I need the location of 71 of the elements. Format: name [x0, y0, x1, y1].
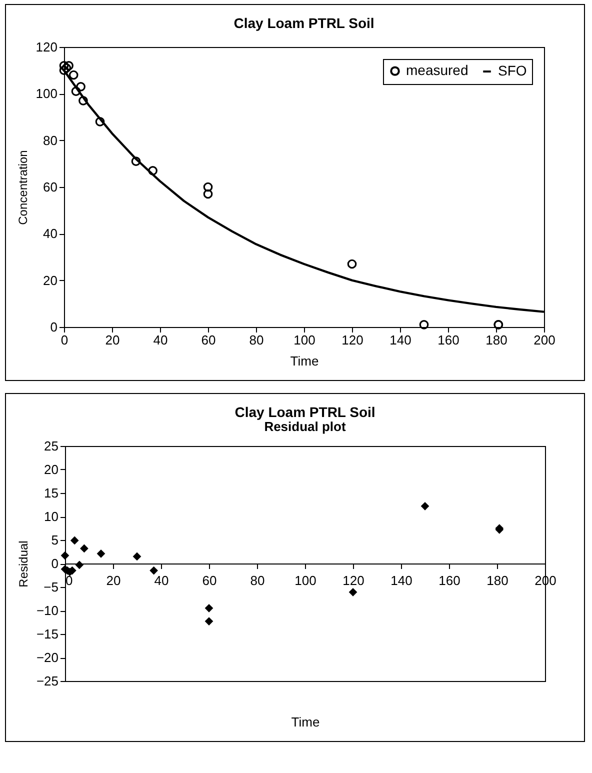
point: [132, 552, 142, 561]
y-tick-label: 100: [36, 86, 58, 102]
point: [68, 70, 78, 80]
y-tick-label: −25: [36, 674, 58, 688]
chart-subtitle: Residual plot: [264, 419, 346, 434]
x-tick-label: 80: [250, 573, 265, 588]
legend-label: SFO: [498, 62, 527, 78]
y-tick-label: 120: [36, 40, 58, 54]
y-tick-label: −5: [44, 580, 58, 594]
y-tick-label: 20: [44, 462, 58, 477]
x-tick-label: 140: [390, 573, 412, 588]
x-axis-title: Time: [290, 354, 319, 368]
legend-label: measured: [406, 62, 468, 78]
x-tick-label: 0: [60, 332, 68, 348]
y-tick-label: 20: [43, 272, 58, 288]
x-tick-label: 60: [202, 573, 217, 588]
x-tick-label: 140: [390, 332, 412, 348]
y-tick-label: 0: [50, 320, 58, 334]
point: [419, 320, 429, 330]
point: [59, 61, 69, 70]
x-tick-label: 0: [66, 573, 73, 588]
x-tick-label: 40: [153, 332, 168, 348]
point: [347, 259, 357, 269]
point: [204, 617, 214, 626]
y-tick-label: 0: [51, 556, 58, 571]
point: [348, 588, 358, 596]
point: [150, 566, 158, 575]
x-tick-label: 120: [342, 573, 364, 588]
x-tick-label: 160: [438, 573, 460, 588]
point: [420, 502, 430, 510]
x-tick-label: 40: [154, 573, 169, 588]
point: [64, 61, 74, 70]
point: [80, 544, 88, 553]
x-tick-label: 20: [105, 332, 120, 348]
x-tick-label: 160: [438, 332, 460, 348]
x-axis-title: Time: [291, 714, 320, 730]
y-tick-label: 10: [44, 509, 58, 524]
point: [203, 189, 213, 199]
x-tick-label: 100: [294, 332, 316, 348]
y-tick-label: −15: [36, 626, 58, 642]
x-tick-label: 80: [249, 332, 264, 348]
point: [70, 536, 79, 545]
x-tick-label: 120: [342, 332, 364, 348]
y-tick-label: −10: [36, 603, 58, 618]
point: [76, 82, 86, 92]
chart-title: Clay Loam PTRL Soil: [234, 404, 376, 420]
y-axis-title: Concentration: [16, 150, 30, 225]
point: [78, 96, 88, 106]
y-tick-label: −20: [36, 650, 58, 665]
x-tick-label: 100: [294, 573, 316, 588]
point: [71, 86, 81, 96]
x-tick-label: 180: [486, 573, 508, 588]
chart-title: Clay Loam PTRL Soil: [234, 15, 374, 31]
x-tick-label: 180: [486, 332, 508, 348]
point: [60, 551, 70, 560]
y-tick-label: 40: [43, 226, 58, 242]
y-tick-label: 15: [44, 486, 58, 500]
point: [95, 117, 105, 126]
y-tick-label: 25: [44, 438, 58, 454]
point: [131, 156, 141, 166]
y-tick-label: 60: [43, 180, 58, 194]
point: [96, 549, 106, 558]
y-tick-label: 80: [43, 132, 58, 148]
x-tick-label: 60: [201, 332, 216, 348]
y-tick-label: 5: [51, 532, 58, 548]
x-tick-label: 20: [106, 573, 121, 588]
x-tick-label: 200: [534, 332, 556, 348]
point: [148, 166, 158, 176]
y-axis-title: Residual: [16, 540, 30, 588]
point: [204, 604, 214, 612]
point: [203, 182, 213, 192]
